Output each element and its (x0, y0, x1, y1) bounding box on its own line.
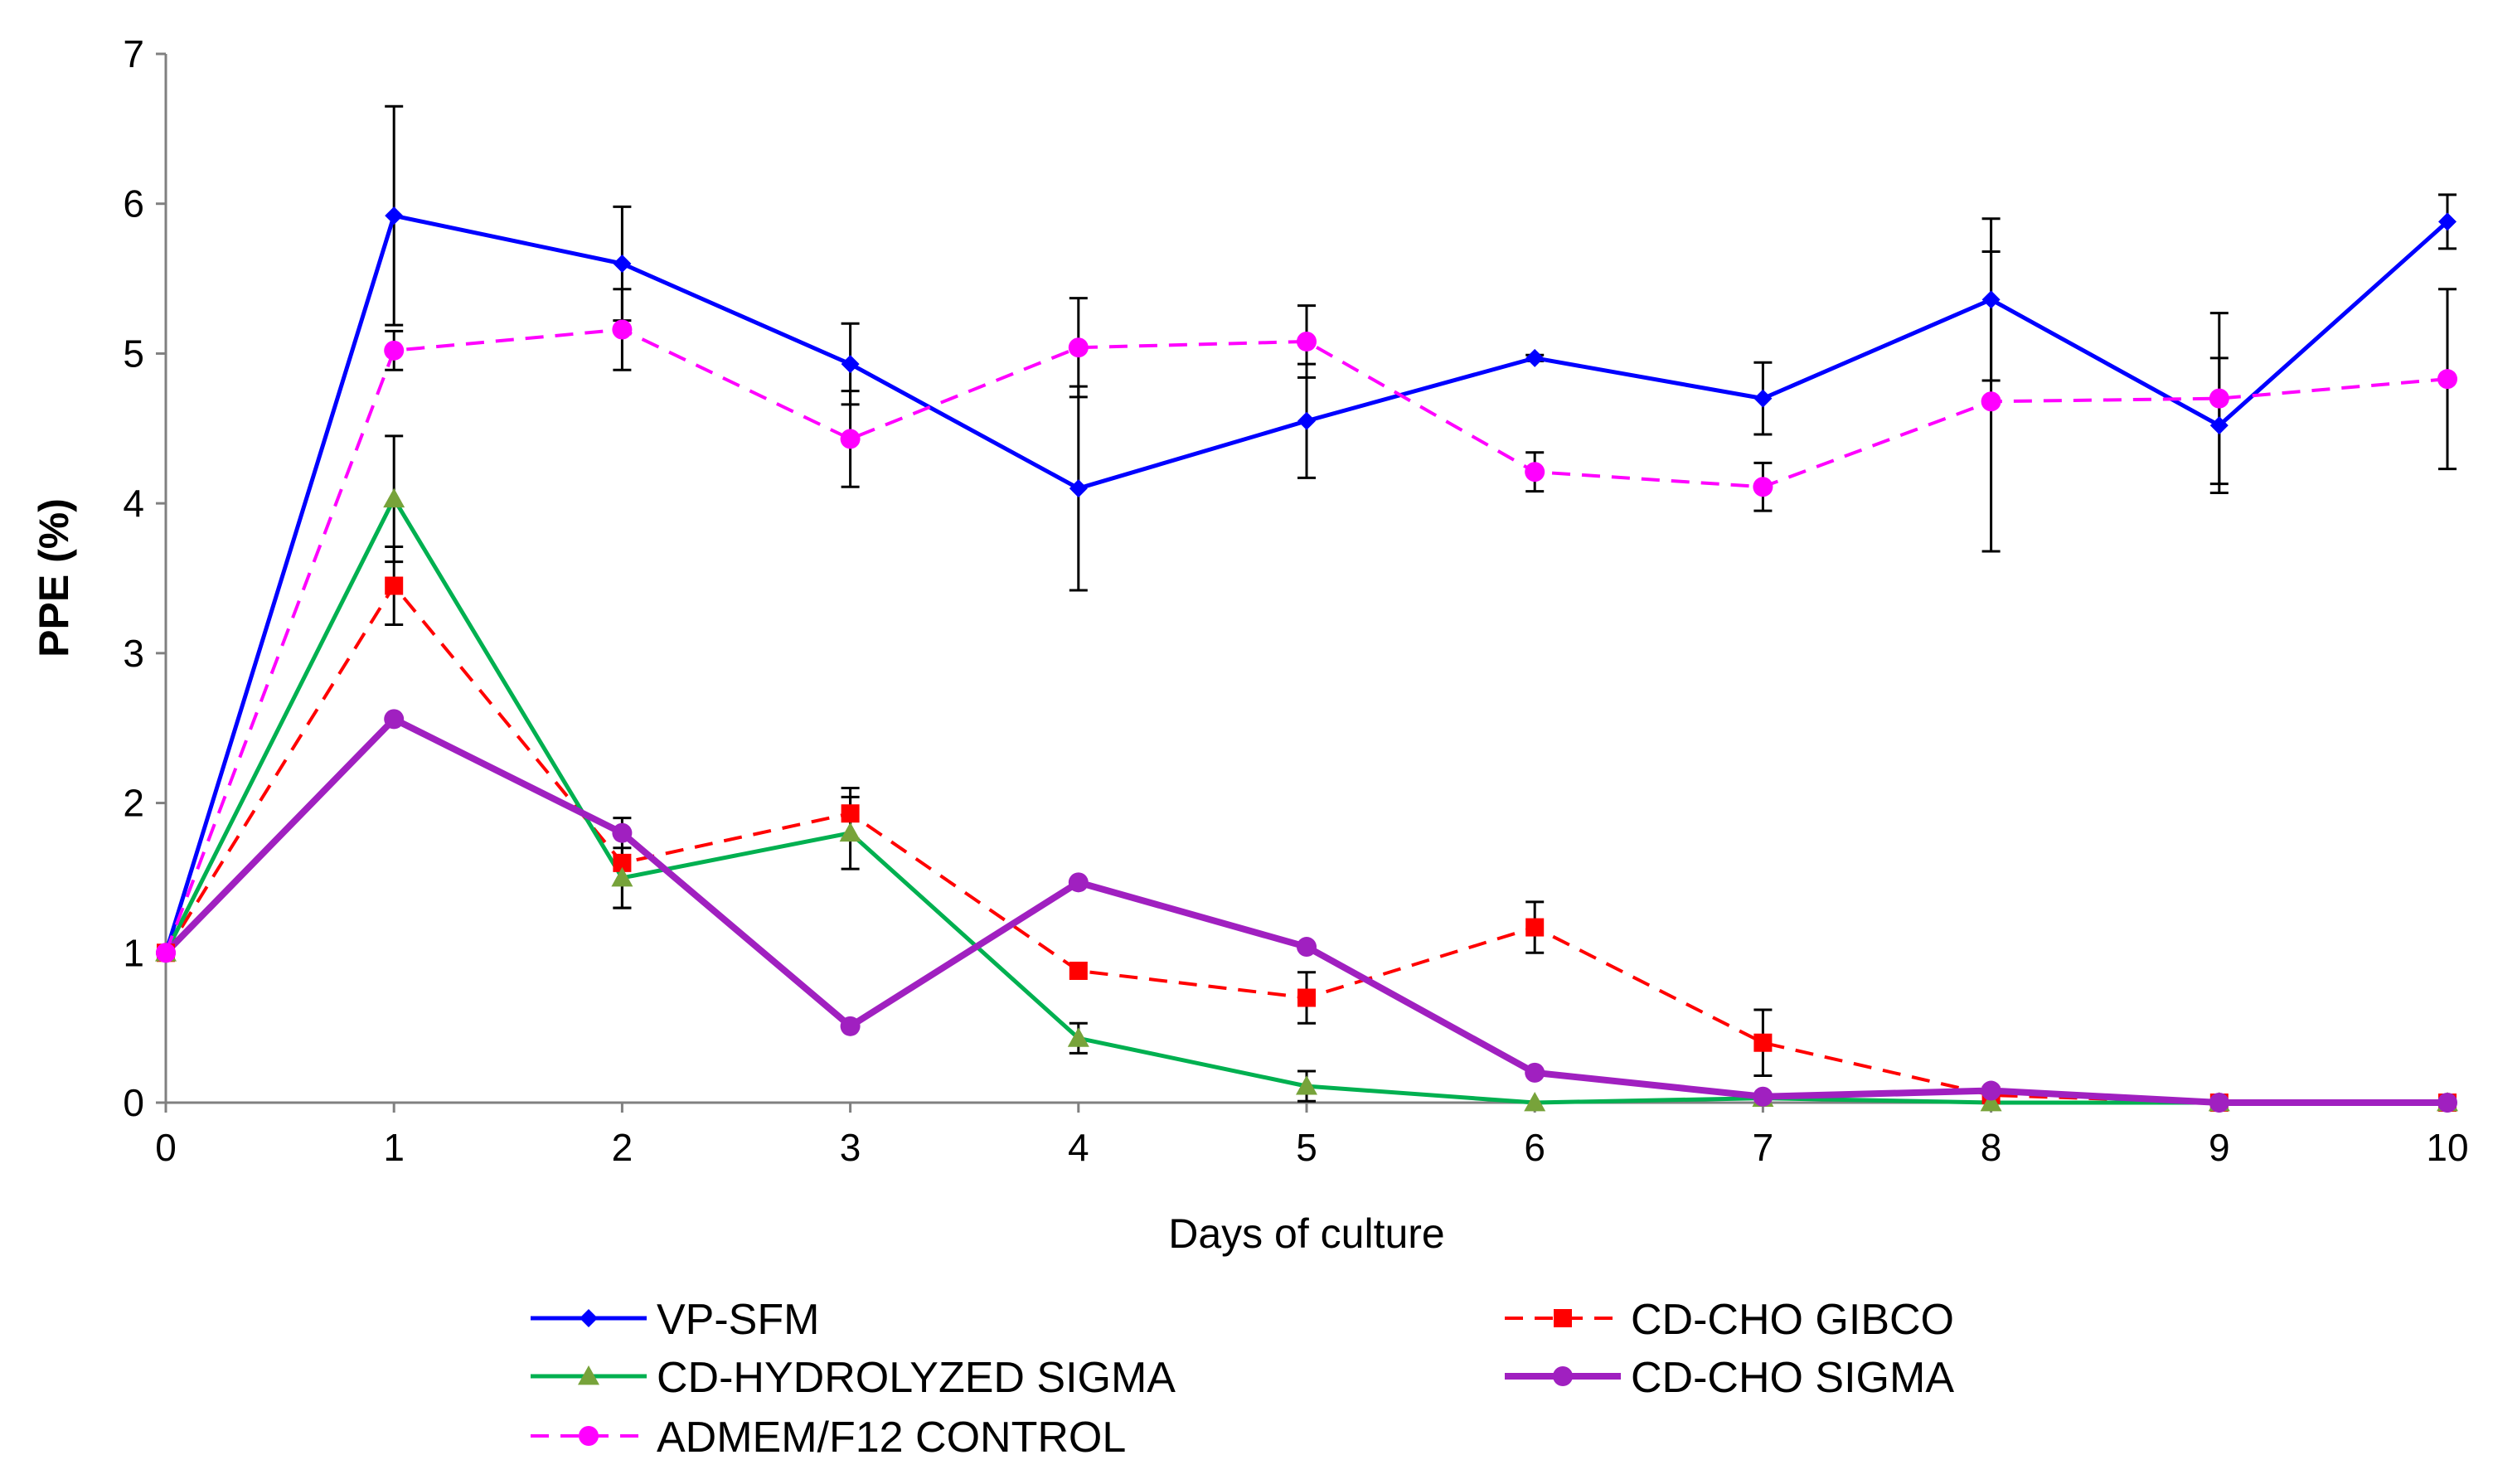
y-tick-label: 7 (123, 32, 144, 75)
data-point-cd-cho-gibco (1525, 918, 1545, 937)
legend-label: VP-SFM (657, 1296, 819, 1344)
data-point-cd-cho-sigma (840, 1016, 861, 1036)
data-point-cd-hydrolyzed-sigma (1980, 1092, 2002, 1112)
data-point-vp-sfm (1753, 389, 1773, 408)
data-point-cd-cho-sigma (2209, 1093, 2229, 1113)
data-point-cd-cho-gibco (613, 853, 632, 872)
legend-swatch-marker (578, 1365, 599, 1385)
y-tick-label: 2 (123, 782, 144, 825)
data-point-vp-sfm (1981, 290, 2001, 309)
x-tick-label: 5 (1296, 1126, 1317, 1169)
y-tick-label: 3 (123, 632, 144, 675)
data-point-cd-hydrolyzed-sigma (839, 822, 861, 842)
legend-swatch-marker (580, 1309, 598, 1327)
data-point-vp-sfm (1069, 479, 1088, 498)
legend-item-admem-f12-control: ADMEM/F12 CONTROL (531, 1414, 1126, 1462)
y-tick-label: 4 (123, 482, 144, 525)
data-point-cd-hydrolyzed-sigma (1524, 1092, 1546, 1112)
data-point-admem-f12-control (1753, 477, 1773, 497)
data-point-vp-sfm (841, 355, 860, 374)
data-point-vp-sfm (613, 255, 632, 273)
legend-item-cd-cho-sigma: CD-CHO SIGMA (1505, 1354, 1954, 1402)
data-point-admem-f12-control (2209, 388, 2229, 409)
data-point-cd-hydrolyzed-sigma (1067, 1027, 1089, 1047)
x-tick-label: 3 (840, 1126, 861, 1169)
legend-label: CD-HYDROLYZED SIGMA (657, 1354, 1176, 1402)
x-tick-label: 4 (1068, 1126, 1089, 1169)
x-tick-label: 10 (2426, 1126, 2468, 1169)
legend-item-vp-sfm: VP-SFM (531, 1296, 819, 1344)
data-point-admem-f12-control (612, 319, 633, 340)
data-point-admem-f12-control (1297, 331, 1317, 352)
x-tick-label: 6 (1524, 1126, 1545, 1169)
data-point-cd-cho-gibco (1069, 961, 1088, 980)
data-point-cd-cho-sigma (1753, 1086, 1773, 1107)
error-bars (385, 104, 2457, 1103)
data-point-admem-f12-control (1525, 462, 1545, 483)
data-point-cd-cho-gibco (1753, 1033, 1773, 1052)
legend-label: CD-CHO GIBCO (1631, 1296, 1954, 1344)
data-point-cd-hydrolyzed-sigma (611, 866, 633, 887)
data-point-admem-f12-control (840, 429, 861, 449)
y-ticks: 0 1 2 3 4 5 6 7 (123, 32, 166, 1124)
legend-swatch-marker (1553, 1366, 1573, 1386)
y-tick-label: 0 (123, 1081, 144, 1124)
legend: VP-SFM CD-CHO GIBCO CD-HYDROLYZED SIGMA CD-… (531, 1296, 1954, 1462)
x-tick-label: 8 (1981, 1126, 2002, 1169)
data-point-cd-cho-sigma (2437, 1093, 2457, 1113)
x-tick-label: 2 (612, 1126, 633, 1169)
legend-swatch-marker (579, 1426, 599, 1446)
y-tick-label: 5 (123, 332, 144, 375)
data-point-cd-cho-sigma (1525, 1062, 1545, 1083)
data-point-cd-cho-gibco (1297, 988, 1316, 1007)
data-point-vp-sfm (385, 206, 404, 226)
series-line-cd-cho-sigma (163, 715, 2447, 1106)
data-point-cd-cho-sigma (612, 822, 633, 843)
data-point-vp-sfm (2438, 212, 2457, 231)
data-point-cd-hydrolyzed-sigma (1296, 1075, 1317, 1095)
legend-item-cd-cho-gibco: CD-CHO GIBCO (1505, 1296, 1954, 1344)
y-axis-title: PPE (%) (31, 498, 77, 657)
y-tick-label: 1 (123, 931, 144, 974)
data-point-cd-cho-sigma (1068, 872, 1089, 893)
data-point-vp-sfm (2209, 416, 2229, 435)
data-point-admem-f12-control (156, 943, 176, 963)
data-point-vp-sfm (1525, 348, 1545, 367)
data-point-admem-f12-control (1981, 391, 2001, 412)
x-tick-label: 7 (1753, 1126, 1774, 1169)
x-axis-title: Days of culture (1168, 1210, 1444, 1257)
y-tick-label: 6 (123, 182, 144, 226)
x-tick-label: 0 (155, 1126, 177, 1169)
data-point-vp-sfm (1297, 411, 1316, 430)
legend-swatch-marker (1554, 1309, 1572, 1327)
x-tick-label: 9 (2209, 1126, 2230, 1169)
series-line-cd-cho-gibco (164, 584, 2447, 1104)
data-point-cd-cho-gibco (841, 804, 860, 823)
data-point-cd-cho-sigma (1981, 1080, 2001, 1101)
data-point-cd-cho-sigma (1297, 937, 1317, 958)
data-point-cd-cho-sigma (384, 709, 405, 730)
x-tick-label: 1 (383, 1126, 405, 1169)
data-point-cd-hydrolyzed-sigma (383, 487, 405, 508)
x-ticks: 0 1 2 3 4 5 6 7 8 9 10 (155, 1103, 2469, 1169)
data-point-admem-f12-control (1068, 337, 1089, 358)
data-point-admem-f12-control (2437, 369, 2457, 390)
legend-item-cd-hydrolyzed-sigma: CD-HYDROLYZED SIGMA (531, 1354, 1176, 1402)
legend-label: ADMEM/F12 CONTROL (657, 1414, 1126, 1462)
data-point-cd-cho-gibco (385, 576, 404, 595)
legend-label: CD-CHO SIGMA (1631, 1354, 1954, 1402)
data-point-admem-f12-control (384, 340, 405, 361)
series-markers (155, 206, 2458, 1113)
